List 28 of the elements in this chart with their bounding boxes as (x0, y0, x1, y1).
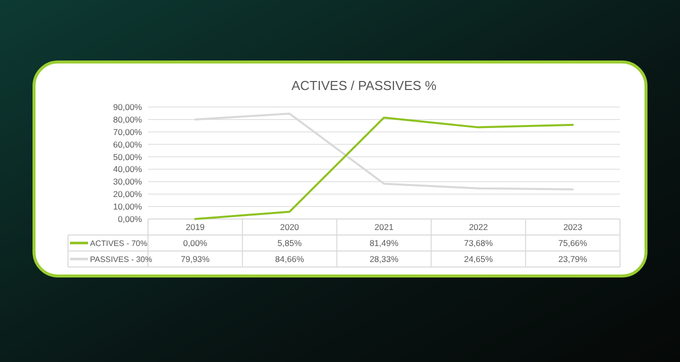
data-label: 84,66% (275, 254, 304, 264)
data-label: 73,68% (464, 238, 494, 248)
y-tick-label: 60,00% (113, 139, 142, 150)
y-tick-label: 50,00% (113, 152, 142, 162)
data-label: 5,85% (278, 238, 302, 248)
data-label: 24,65% (464, 254, 494, 264)
data-label: 23,79% (558, 254, 588, 264)
data-label: 75,66% (558, 238, 588, 248)
y-tick-label: 70,00% (113, 126, 142, 137)
y-tick-label: 10,00% (113, 202, 142, 212)
y-tick-label: 90,00% (113, 102, 142, 112)
data-label: 81,49% (370, 238, 399, 248)
x-tick-label: 2019 (186, 222, 205, 232)
x-tick-label: 2023 (563, 222, 583, 232)
y-tick-label: 40,00% (113, 164, 142, 174)
chart-title: ACTIVES / PASSIVES % (292, 78, 437, 93)
x-tick-label: 2020 (280, 222, 300, 232)
legend-label: PASSIVES - 30% (90, 254, 152, 264)
legend-label: ACTIVES - 70% (90, 238, 148, 248)
data-label: 0,00% (183, 238, 208, 248)
y-tick-label: 30,00% (113, 176, 142, 187)
y-tick-label: 0,00% (118, 214, 142, 224)
data-label: 28,33% (370, 254, 399, 264)
x-tick-label: 2021 (374, 222, 394, 232)
x-tick-label: 2022 (468, 222, 488, 232)
y-tick-label: 20,00% (113, 189, 142, 200)
data-label: 79,93% (180, 254, 210, 264)
y-tick-label: 80,00% (113, 114, 142, 124)
